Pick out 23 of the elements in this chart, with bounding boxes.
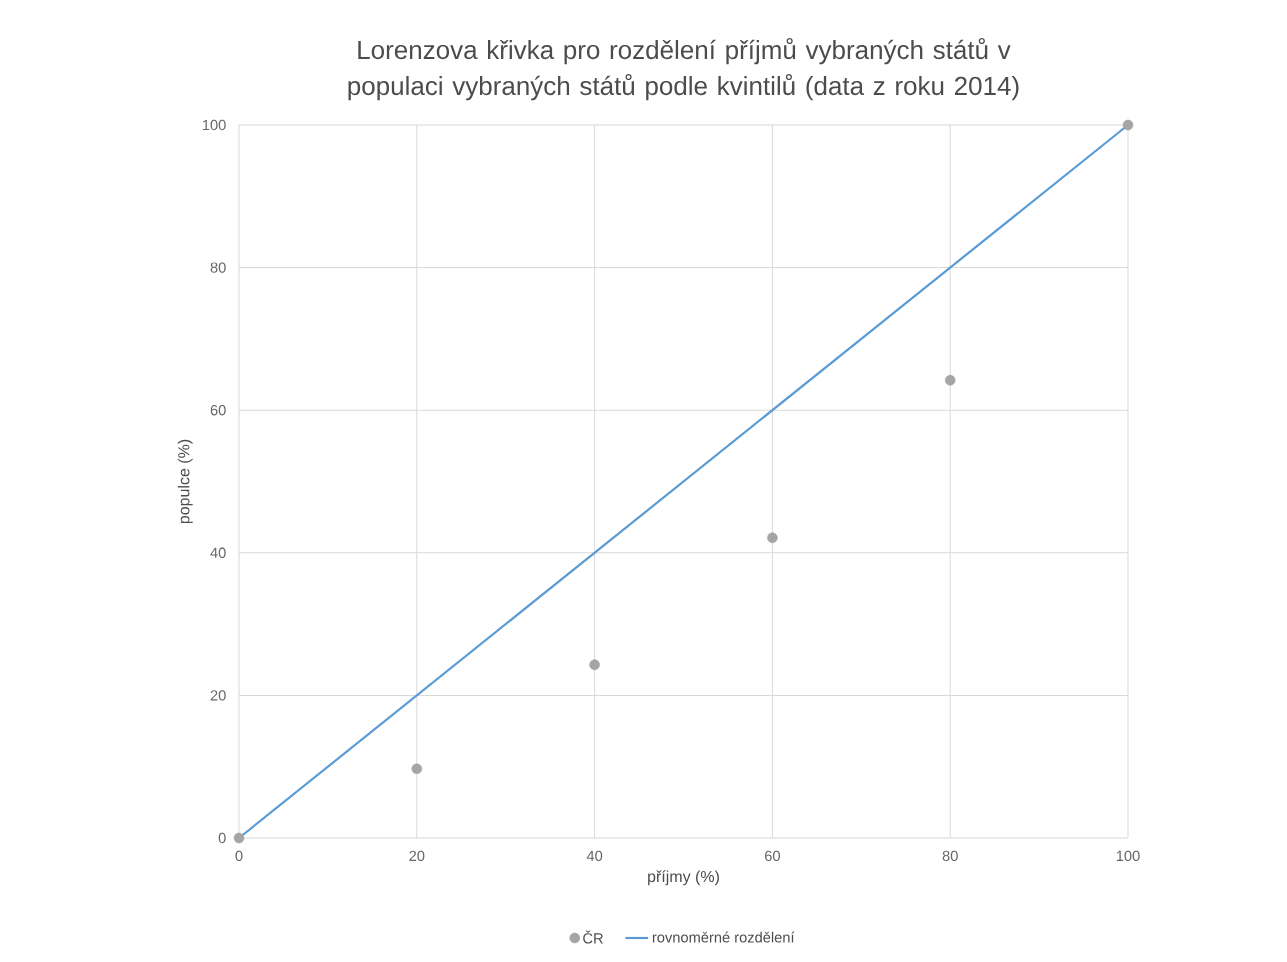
y-tick-label: 0 <box>218 832 226 844</box>
point <box>411 763 423 775</box>
y-tick-label: 40 <box>210 547 226 558</box>
point <box>767 532 778 544</box>
point <box>944 374 956 386</box>
point <box>1122 119 1134 131</box>
x-tick-label: 60 <box>765 850 780 862</box>
x-tick-label: 20 <box>409 850 425 862</box>
y-tick-label: 100 <box>202 119 226 131</box>
x-tick-label: 100 <box>1116 850 1140 862</box>
point <box>589 659 600 670</box>
point <box>233 832 245 844</box>
x-tick-label: 40 <box>586 850 603 862</box>
y-axis-title: populce (%) <box>177 439 193 524</box>
x-tick-label: 80 <box>942 850 958 862</box>
x-axis-title: příjmy (%) <box>648 870 719 886</box>
legend-label: rovnoměrné rozdělení <box>652 931 795 943</box>
x-tick-label: 0 <box>235 850 243 862</box>
legend-label: ČR <box>583 930 603 944</box>
y-tick-label: 20 <box>210 690 226 701</box>
chart-title: Lorenzova křivka pro rozdělení příjmů vybraných států v populaci vybraných států podle kvintilů (data z roku 2014) <box>348 37 1019 101</box>
y-tick-label: 60 <box>210 405 226 416</box>
y-tick-label: 80 <box>210 262 226 273</box>
